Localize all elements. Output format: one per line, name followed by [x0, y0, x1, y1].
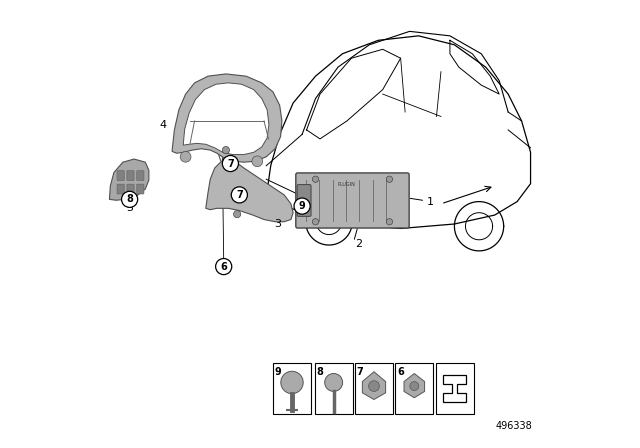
Text: 6: 6 [220, 262, 227, 271]
FancyBboxPatch shape [127, 171, 134, 181]
Text: 7: 7 [356, 367, 364, 377]
Circle shape [216, 258, 232, 275]
Text: 496338: 496338 [496, 421, 533, 431]
Circle shape [222, 155, 239, 172]
Text: 5: 5 [126, 203, 133, 213]
Circle shape [312, 219, 319, 225]
Circle shape [387, 219, 392, 225]
Circle shape [294, 198, 310, 214]
FancyBboxPatch shape [296, 173, 409, 228]
Text: 4: 4 [159, 121, 167, 130]
Text: 9: 9 [275, 367, 282, 377]
Text: 8: 8 [126, 194, 133, 204]
Text: 7: 7 [236, 190, 243, 200]
Circle shape [324, 374, 342, 392]
Circle shape [219, 136, 228, 145]
Text: 3: 3 [275, 219, 282, 229]
Polygon shape [404, 374, 424, 398]
Polygon shape [172, 74, 282, 162]
Bar [436, 363, 474, 414]
Circle shape [180, 151, 191, 162]
Polygon shape [362, 372, 386, 400]
Circle shape [369, 381, 380, 392]
FancyBboxPatch shape [117, 171, 124, 181]
Text: 6: 6 [397, 367, 404, 377]
Circle shape [234, 211, 241, 218]
FancyBboxPatch shape [137, 184, 144, 194]
Bar [273, 363, 311, 414]
Text: 7: 7 [227, 159, 234, 168]
Text: 9: 9 [299, 201, 305, 211]
Polygon shape [206, 159, 293, 222]
Circle shape [225, 157, 236, 168]
Circle shape [281, 371, 303, 394]
Circle shape [387, 176, 392, 182]
Circle shape [122, 191, 138, 207]
Bar [315, 363, 353, 414]
Circle shape [312, 176, 319, 182]
Circle shape [231, 187, 248, 203]
FancyBboxPatch shape [137, 171, 144, 181]
Polygon shape [444, 375, 466, 402]
Circle shape [252, 156, 262, 167]
Bar [355, 363, 393, 414]
Polygon shape [109, 159, 149, 200]
Circle shape [222, 146, 230, 154]
Text: PLUGIN: PLUGIN [338, 182, 356, 187]
Polygon shape [184, 83, 269, 155]
Circle shape [410, 382, 419, 391]
Text: 1: 1 [427, 197, 434, 207]
Text: 2: 2 [355, 239, 362, 249]
Bar [396, 363, 433, 414]
FancyBboxPatch shape [127, 184, 134, 194]
FancyBboxPatch shape [297, 185, 311, 216]
FancyBboxPatch shape [117, 184, 124, 194]
Text: 8: 8 [316, 367, 323, 377]
